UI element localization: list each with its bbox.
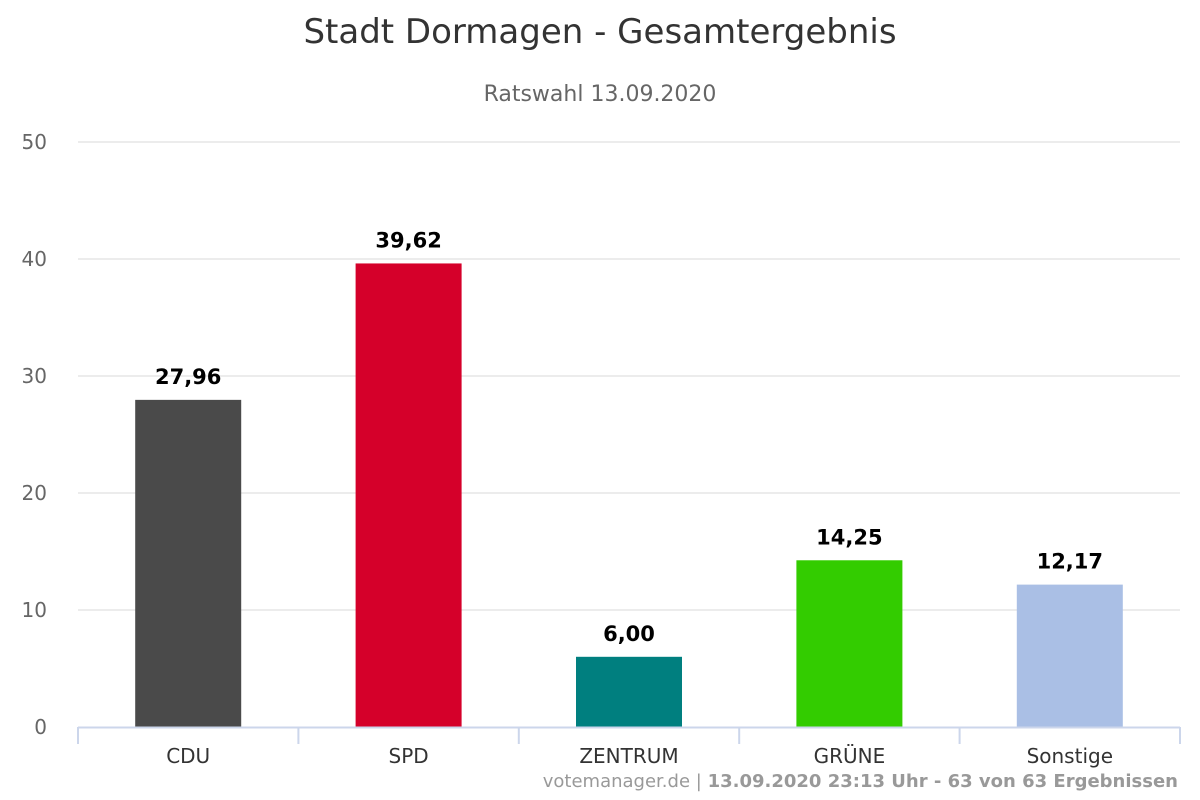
y-tick-label: 50 (22, 130, 47, 154)
chart-title: Stadt Dormagen - Gesamtergebnis (303, 12, 897, 52)
data-label: 39,62 (375, 228, 441, 252)
grid-lines (78, 141, 1180, 611)
y-axis-labels: 0 10 20 30 40 50 (22, 130, 47, 739)
data-label: 12,17 (1037, 550, 1103, 574)
x-tick-label: Sonstige (1027, 744, 1113, 768)
y-tick-label: 40 (22, 247, 47, 271)
x-tick-label: CDU (166, 744, 210, 768)
y-tick-label: 30 (22, 364, 47, 388)
x-axis: CDU SPD ZENTRUM GRÜNE Sonstige (77, 726, 1181, 768)
credits-separator: | (695, 771, 702, 792)
y-tick-label: 0 (34, 715, 47, 739)
credits: votemanager.de | 13.09.2020 23:13 Uhr - … (543, 771, 1178, 792)
bar-sonstige[interactable] (1016, 584, 1123, 727)
bar-zentrum[interactable] (576, 656, 682, 727)
data-label: 27,96 (155, 365, 221, 389)
bars (135, 263, 1123, 727)
x-tick-label: ZENTRUM (579, 744, 678, 768)
y-tick-label: 20 (22, 481, 47, 505)
credits-detail: 13.09.2020 23:13 Uhr - 63 von 63 Ergebni… (707, 771, 1178, 792)
credits-source[interactable]: votemanager.de (542, 771, 691, 792)
data-label: 6,00 (603, 622, 655, 646)
data-label: 14,25 (816, 525, 882, 549)
bar-cdu[interactable] (135, 399, 242, 727)
chart-subtitle: Ratswahl 13.09.2020 (483, 82, 717, 107)
bar-grüne[interactable] (796, 560, 903, 727)
data-labels: 27,96 39,62 6,00 14,25 12,17 (155, 228, 1103, 645)
x-tick-label: SPD (389, 744, 429, 768)
y-tick-label: 10 (22, 598, 47, 622)
bar-spd[interactable] (355, 263, 462, 727)
x-tick-label: GRÜNE (814, 744, 886, 768)
